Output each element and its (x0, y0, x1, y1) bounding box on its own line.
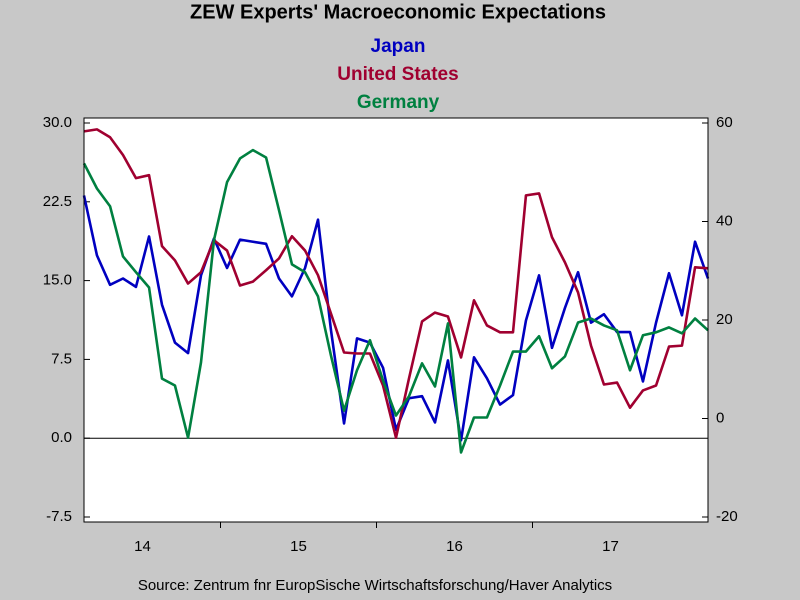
source-note: Source: Zentrum fnr EuropSische Wirtscha… (138, 577, 612, 594)
legend-entry: Japan (371, 36, 426, 57)
plot-frame (83, 117, 709, 523)
y-tick-label: -7.5 (46, 508, 72, 525)
series-line (82, 148, 709, 454)
legend-entry: Germany (357, 92, 440, 113)
y2-tick-label: 20 (716, 311, 733, 328)
y-tick-label: 0.0 (51, 429, 72, 446)
plot-area (84, 118, 708, 522)
y2-tick-label: 40 (716, 212, 733, 229)
y-tick-label: 22.5 (43, 193, 72, 210)
x-tick-label: 14 (134, 538, 151, 555)
series-line (83, 128, 709, 440)
y2-tick-label: -20 (716, 508, 738, 525)
chart-title: ZEW Experts' Macroeconomic Expectations (190, 1, 606, 23)
x-tick-label: 16 (446, 538, 463, 555)
y2-tick-label: 0 (716, 409, 724, 426)
y-tick-label: 30.0 (43, 114, 72, 131)
x-tick-label: 17 (602, 538, 619, 555)
series-line (82, 195, 710, 442)
legend-entry: United States (337, 64, 458, 85)
x-tick-label: 15 (290, 538, 307, 555)
y2-tick-label: 60 (716, 114, 733, 131)
y-tick-label: 7.5 (51, 350, 72, 367)
y-tick-label: 15.0 (43, 272, 72, 289)
